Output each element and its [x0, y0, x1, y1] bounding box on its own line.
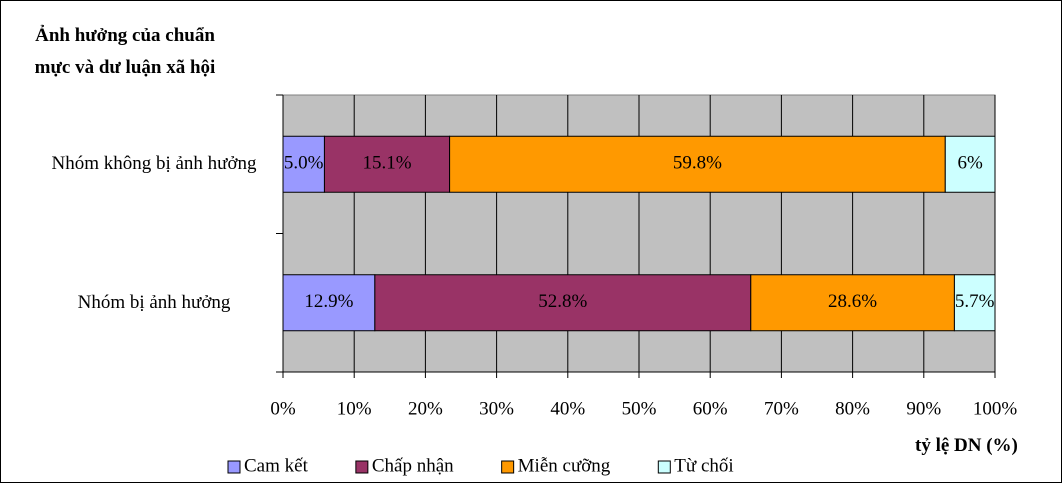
data-label: 5.0%	[284, 153, 324, 174]
x-tick-label: 20%	[408, 398, 443, 419]
legend-swatch	[227, 460, 241, 474]
bar-segment	[449, 135, 946, 193]
x-tick-label: 100%	[973, 398, 1018, 419]
legend-label: Miễn cưỡng	[518, 455, 611, 476]
x-tick-label: 40%	[550, 398, 585, 419]
x-tick-label: 90%	[906, 398, 941, 419]
bar-segment	[323, 135, 451, 193]
x-tick-label: 0%	[270, 398, 296, 419]
x-tick-label: 80%	[835, 398, 870, 419]
x-tick-label: 60%	[693, 398, 728, 419]
legend-swatch	[501, 460, 515, 474]
data-label: 5.7%	[955, 291, 995, 312]
y-tick-label: Nhóm không bị ảnh hưởng	[51, 153, 257, 175]
y-tick-label: Nhóm bị ảnh hưởng	[77, 291, 231, 313]
x-axis-title: tỷ lệ DN (%)	[915, 435, 1018, 456]
legend-swatch	[355, 460, 369, 474]
x-tick-label: 50%	[622, 398, 657, 419]
data-label: 59.8%	[673, 153, 722, 174]
bar-segment	[953, 274, 996, 332]
x-tick-label: 70%	[764, 398, 799, 419]
chart-title: Ảnh hưởng của chuẩn mực và dư luận xã hộ…	[34, 25, 216, 78]
data-label: 6%	[957, 153, 983, 174]
x-tick-label: 10%	[337, 398, 372, 419]
x-tick-label: 30%	[479, 398, 514, 419]
legend-label: Từ chối	[674, 455, 733, 476]
data-label: 15.1%	[362, 153, 411, 174]
legend-swatch	[657, 460, 671, 474]
data-label: 28.6%	[828, 291, 877, 312]
data-label: 52.8%	[538, 291, 587, 312]
legend-label: Chấp nhận	[372, 455, 454, 476]
bar-segment	[282, 274, 376, 332]
data-label: 12.9%	[304, 291, 353, 312]
legend-label: Cam kết	[244, 455, 309, 476]
bar-segment	[944, 135, 996, 193]
